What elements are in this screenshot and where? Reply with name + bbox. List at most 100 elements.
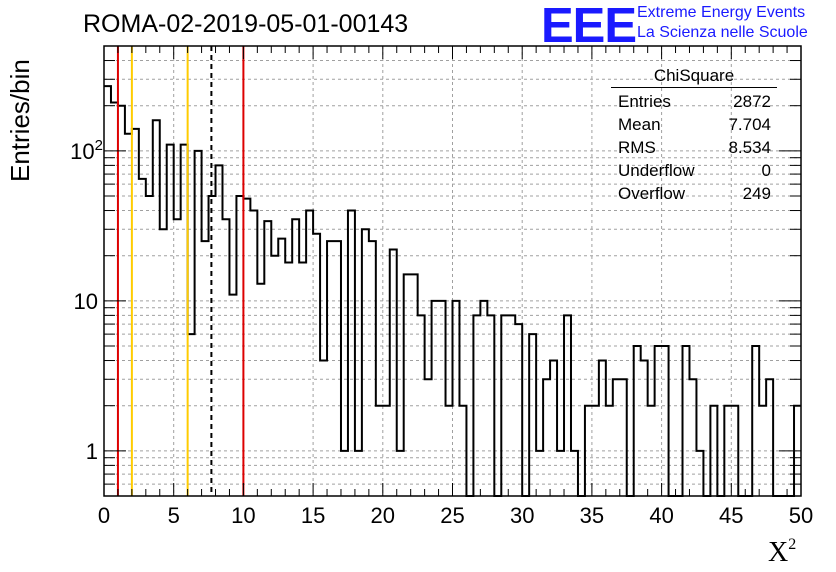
histogram-bin [362, 229, 369, 496]
y-tick-label: 1 [86, 439, 98, 464]
stats-value: 7.704 [728, 115, 771, 134]
histogram-bin [299, 263, 306, 496]
histogram-bin [181, 145, 188, 496]
stats-row-entries: Entries 2872 [611, 90, 777, 113]
histogram-bin [111, 103, 118, 496]
histogram-bin [606, 406, 613, 496]
histogram-bin [278, 239, 285, 496]
histogram-bin [529, 334, 536, 496]
histogram-bin [634, 346, 641, 496]
histogram-bin [174, 219, 181, 496]
histogram-bin [418, 315, 425, 496]
x-tick-label: 10 [231, 503, 255, 528]
histogram-bin [229, 295, 236, 496]
histogram-bin [446, 406, 453, 496]
eee-logo: EEE [541, 0, 637, 53]
histogram-bin [459, 406, 466, 496]
histogram-bin [285, 263, 292, 496]
histogram-bin [202, 241, 209, 496]
histogram-bin [487, 315, 494, 496]
x-tick-label: 50 [789, 503, 813, 528]
histogram-bin [571, 451, 578, 496]
histogram-bin [557, 451, 564, 496]
histogram-bin [355, 451, 362, 496]
y-tick-label: 102 [70, 137, 103, 164]
histogram-bin [132, 129, 139, 496]
histogram-bin [383, 406, 390, 496]
stats-row-overflow: Overflow 249 [611, 182, 777, 205]
stats-row-underflow: Underflow 0 [611, 159, 777, 182]
x-tick-label: 5 [168, 503, 180, 528]
histogram-bin [543, 379, 550, 496]
histogram-bin [257, 284, 264, 496]
stats-label: RMS [618, 138, 656, 157]
histogram-bin [188, 334, 195, 496]
stats-box: ChiSquare Entries 2872 Mean 7.704 RMS 8.… [611, 66, 777, 205]
histogram-bin [641, 361, 648, 496]
histogram-bin [689, 379, 696, 496]
histogram-bin [564, 315, 571, 496]
histogram-bin [236, 196, 243, 496]
histogram-bin [153, 120, 160, 496]
axis-tick-labels: 0 5 10 15 20 25 30 35 40 45 50 1 10 102 [70, 137, 813, 528]
histogram-bin [759, 406, 766, 496]
x-tick-label: 40 [649, 503, 673, 528]
histogram-bin [480, 301, 487, 496]
histogram-bin [292, 219, 299, 496]
stats-label: Underflow [618, 161, 695, 180]
chart-title: ROMA-02-2019-05-01-00143 [83, 10, 409, 38]
histogram-bin [313, 234, 320, 496]
histogram-bin [264, 221, 271, 496]
histogram-bin [439, 301, 446, 496]
histogram-bin [195, 151, 202, 496]
histogram-bin [320, 361, 327, 496]
histogram-bin [348, 211, 355, 496]
histogram-bin [306, 211, 313, 496]
histogram-bin [425, 379, 432, 496]
histogram-bin [146, 196, 153, 496]
histogram-bin [160, 229, 167, 496]
histogram-bin [104, 86, 111, 496]
histogram-bin [327, 241, 334, 496]
histogram-bin [473, 315, 480, 496]
histogram-bin [501, 315, 508, 496]
histogram-bin [222, 219, 229, 496]
logo-subtitle-line1: Extreme Energy Events [637, 4, 806, 21]
histogram-bin [550, 361, 557, 496]
histogram-bin [341, 451, 348, 496]
histogram-bin [683, 346, 690, 496]
histogram-bin [508, 315, 515, 496]
stats-value: 8.534 [728, 138, 771, 157]
histogram-bin [536, 451, 543, 496]
histogram-bin [334, 241, 341, 496]
x-tick-label: 20 [371, 503, 395, 528]
stats-row-rms: RMS 8.534 [611, 136, 777, 159]
stats-title: ChiSquare [611, 66, 777, 88]
stats-label: Overflow [618, 184, 686, 203]
histogram-bin [453, 301, 460, 496]
histogram-bin [271, 256, 278, 496]
histogram-bin [404, 274, 411, 496]
stats-label: Entries [618, 92, 671, 111]
histogram-bin [376, 406, 383, 496]
histogram-bin [752, 346, 759, 496]
histogram-bin [585, 406, 592, 496]
x-tick-label: 15 [301, 503, 325, 528]
y-tick-label: 10 [74, 289, 98, 314]
histogram-bin [390, 249, 397, 496]
x-tick-label: 35 [580, 503, 604, 528]
x-tick-label: 0 [98, 503, 110, 528]
histogram-bin [250, 211, 257, 496]
stats-value: 249 [742, 184, 771, 203]
marker-lines [116, 46, 245, 496]
histogram-bin [599, 361, 606, 496]
axis-ticks [103, 45, 802, 497]
histogram-bin [613, 379, 620, 496]
x-axis-label: X2 [768, 536, 797, 568]
stats-label: Mean [618, 115, 661, 134]
x-tick-label: 25 [440, 503, 464, 528]
y-axis-label: Entries/bin [5, 59, 35, 182]
histogram-bin [731, 406, 738, 496]
histogram-bin [620, 379, 627, 496]
